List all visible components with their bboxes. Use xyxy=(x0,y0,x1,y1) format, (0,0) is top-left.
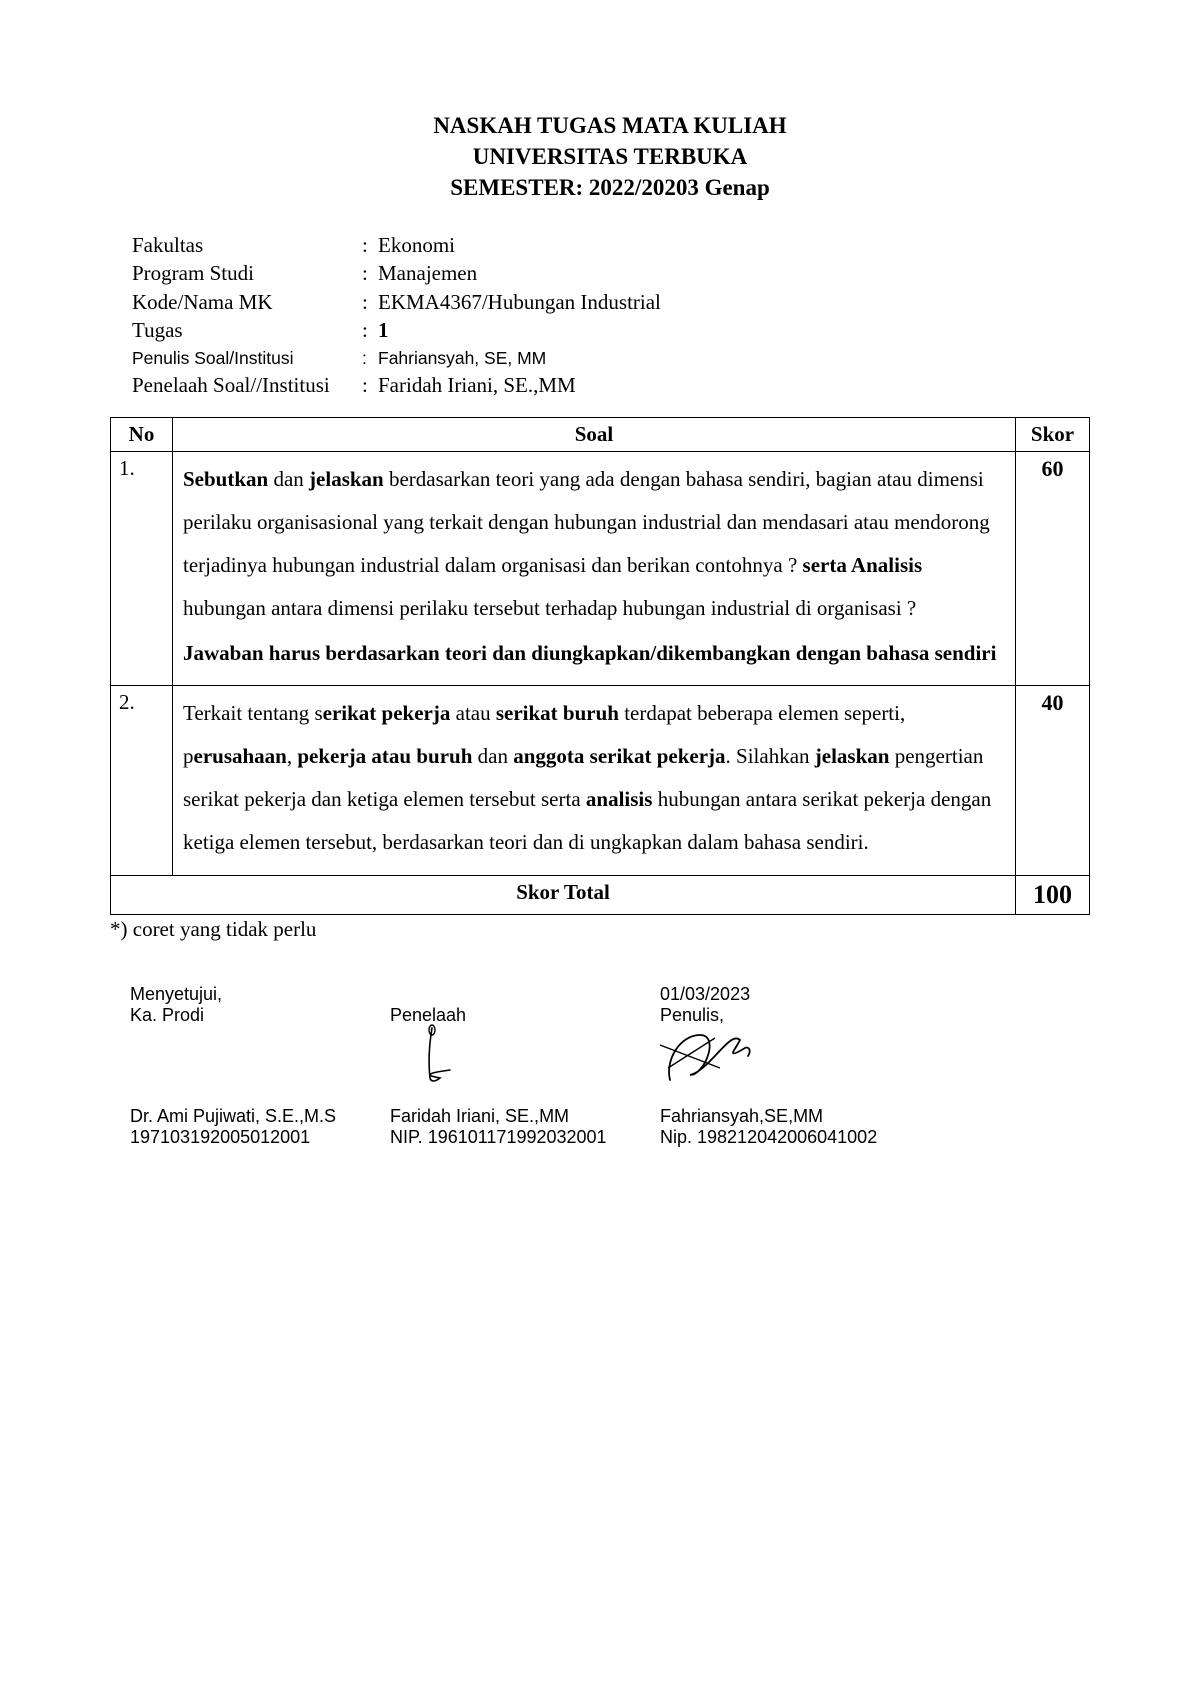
approve-nip: 197103192005012001 xyxy=(130,1127,390,1148)
meta-label-penelaah: Penelaah Soal//Institusi xyxy=(132,371,362,399)
th-no: No xyxy=(111,418,173,452)
q2-text: pekerja atau buruh xyxy=(297,744,472,768)
approve-name: Dr. Ami Pujiwati, S.E.,M.S xyxy=(130,1106,390,1127)
table-row: 1. Sebutkan dan jelaskan berdasarkan teo… xyxy=(111,452,1090,686)
penelaah-name: Faridah Iriani, SE.,MM xyxy=(390,1106,660,1127)
th-soal: Soal xyxy=(173,418,1016,452)
skor-total-value: 100 xyxy=(1016,875,1090,914)
meta-value-kode: EKMA4367/Hubungan Industrial xyxy=(378,288,661,316)
signature-icon xyxy=(380,1020,490,1098)
meta-label-prodi: Program Studi xyxy=(132,259,362,287)
signature-penulis: 01/03/2023 Penulis, Fahriansyah,SE,MM Ni… xyxy=(660,984,920,1148)
cell-skor-1: 60 xyxy=(1016,452,1090,686)
q2-text: erikat pekerja xyxy=(323,701,451,725)
metadata-block: Fakultas : Ekonomi Program Studi : Manaj… xyxy=(132,231,1090,399)
approve-role: Ka. Prodi xyxy=(130,1005,390,1026)
q2-text: serikat buruh xyxy=(496,701,619,725)
skor-total-label: Skor Total xyxy=(111,875,1016,914)
meta-value-tugas: 1 xyxy=(378,316,389,344)
q1-text: dan xyxy=(268,467,309,491)
q1-text: hubungan antara dimensi perilaku tersebu… xyxy=(183,596,916,620)
q2-text: , xyxy=(287,744,298,768)
meta-label-penulis: Penulis Soal/Institusi xyxy=(132,345,362,371)
signature-icon xyxy=(650,1020,790,1098)
q2-text: Terkait tentang s xyxy=(183,701,323,725)
colon: : xyxy=(362,345,378,371)
approve-title: Menyetujui, xyxy=(130,984,390,1005)
cell-soal-2: Terkait tentang serikat pekerja atau ser… xyxy=(173,686,1016,875)
table-row-total: Skor Total 100 xyxy=(111,875,1090,914)
cell-soal-1: Sebutkan dan jelaskan berdasarkan teori … xyxy=(173,452,1016,686)
q1-text: jelaskan xyxy=(309,467,384,491)
questions-table: No Soal Skor 1. Sebutkan dan jelaskan be… xyxy=(110,417,1090,914)
cell-no-1: 1. xyxy=(111,452,173,686)
meta-value-prodi: Manajemen xyxy=(378,259,477,287)
q2-text: anggota serikat pekerja xyxy=(513,744,725,768)
meta-label-kode: Kode/Nama MK xyxy=(132,288,362,316)
colon: : xyxy=(362,231,378,259)
q1-text: serta Analisis xyxy=(803,553,923,577)
q2-text: jelaskan xyxy=(815,744,890,768)
cell-skor-2: 40 xyxy=(1016,686,1090,875)
penelaah-nip: NIP. 196101171992032001 xyxy=(390,1127,660,1148)
meta-value-penelaah: Faridah Iriani, SE.,MM xyxy=(378,371,576,399)
meta-value-penulis: Fahriansyah, SE, MM xyxy=(378,345,546,371)
footnote: *) coret yang tidak perlu xyxy=(110,917,1090,942)
cell-no-2: 2. xyxy=(111,686,173,875)
penulis-nip: Nip. 198212042006041002 xyxy=(660,1127,920,1148)
colon: : xyxy=(362,371,378,399)
q2-text: . Silahkan xyxy=(726,744,815,768)
signature-penelaah: Penelaah Faridah Iriani, SE.,MM NIP. 196… xyxy=(390,984,660,1148)
signature-row: Menyetujui, Ka. Prodi Dr. Ami Pujiwati, … xyxy=(130,984,1090,1148)
meta-value-fakultas: Ekonomi xyxy=(378,231,455,259)
colon: : xyxy=(362,259,378,287)
table-row: 2. Terkait tentang serikat pekerja atau … xyxy=(111,686,1090,875)
q2-text: analisis xyxy=(586,787,653,811)
penulis-date: 01/03/2023 xyxy=(660,984,920,1005)
title-line2: UNIVERSITAS TERBUKA xyxy=(130,141,1090,172)
document-title: NASKAH TUGAS MATA KULIAH UNIVERSITAS TER… xyxy=(130,110,1090,203)
th-skor: Skor xyxy=(1016,418,1090,452)
q1-text: Sebutkan xyxy=(183,467,268,491)
colon: : xyxy=(362,288,378,316)
q1-instruction: Jawaban harus berdasarkan teori dan diun… xyxy=(183,632,1005,675)
signature-approver: Menyetujui, Ka. Prodi Dr. Ami Pujiwati, … xyxy=(130,984,390,1148)
q2-text: dan xyxy=(472,744,513,768)
meta-label-tugas: Tugas xyxy=(132,316,362,344)
meta-label-fakultas: Fakultas xyxy=(132,231,362,259)
q2-text: erusahaan xyxy=(194,744,287,768)
title-line1: NASKAH TUGAS MATA KULIAH xyxy=(130,110,1090,141)
title-line3: SEMESTER: 2022/20203 Genap xyxy=(130,172,1090,203)
q2-text: atau xyxy=(450,701,495,725)
penulis-name: Fahriansyah,SE,MM xyxy=(660,1106,920,1127)
colon: : xyxy=(362,316,378,344)
